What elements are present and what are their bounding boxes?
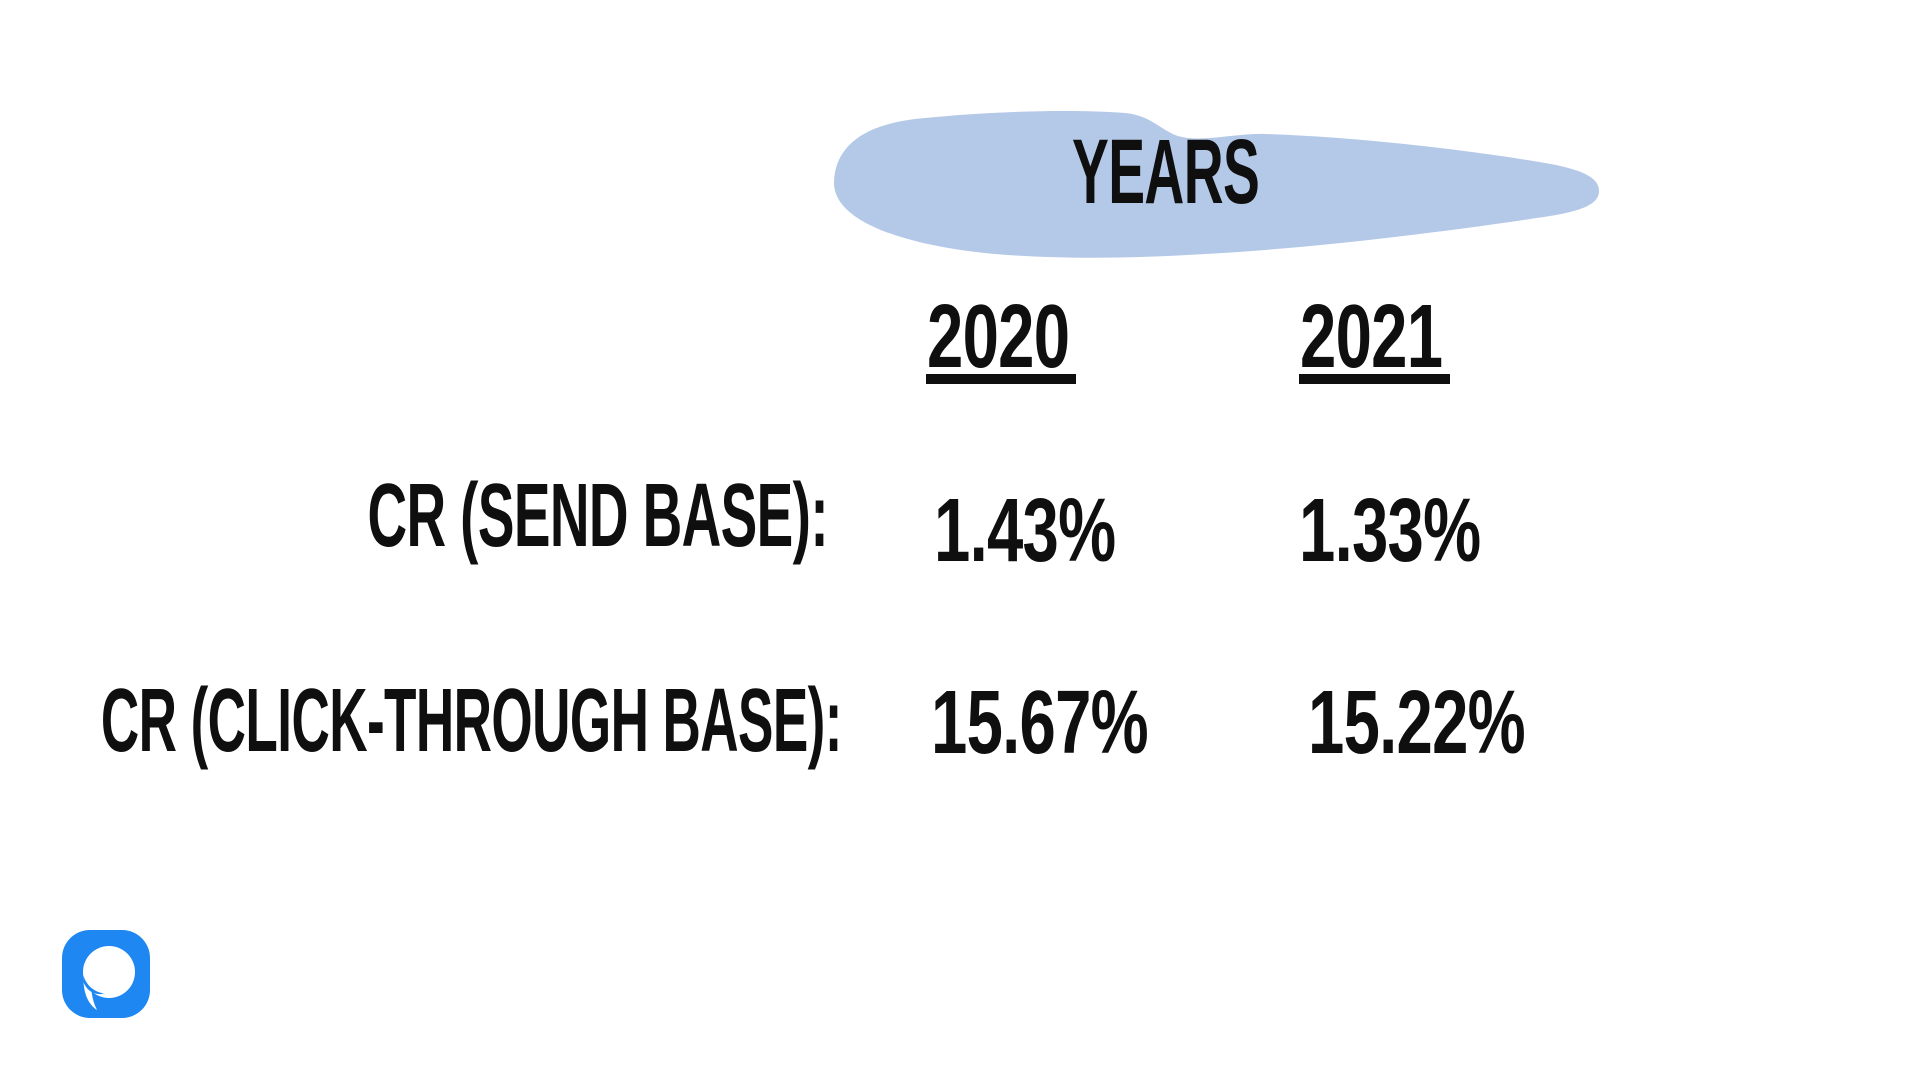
cell-value-send-base-2021: 1.33% bbox=[1299, 481, 1481, 581]
cell-value-click-through-2021: 15.22% bbox=[1308, 673, 1526, 773]
popupsmart-logo-icon bbox=[62, 930, 150, 1018]
years-highlight-blob bbox=[833, 110, 1600, 258]
column-header-2020: 2020 bbox=[927, 287, 1070, 387]
cell-value-click-through-2020: 15.67% bbox=[931, 673, 1149, 773]
row-label-cr-send-base: CR (SEND BASE): bbox=[367, 466, 828, 566]
logo-bubble-notch bbox=[83, 975, 104, 995]
cell-value-send-base-2020: 1.43% bbox=[934, 481, 1116, 581]
column-header-2020-underline bbox=[926, 374, 1076, 384]
highlight-blob-shape bbox=[833, 110, 1600, 258]
page-title: YEARS bbox=[1072, 121, 1260, 223]
row-label-cr-click-through-base: CR (CLICK-THROUGH BASE): bbox=[101, 671, 843, 771]
column-header-2021: 2021 bbox=[1300, 287, 1443, 387]
logo-bubble-circle bbox=[83, 946, 135, 998]
column-header-2021-underline bbox=[1299, 374, 1450, 384]
